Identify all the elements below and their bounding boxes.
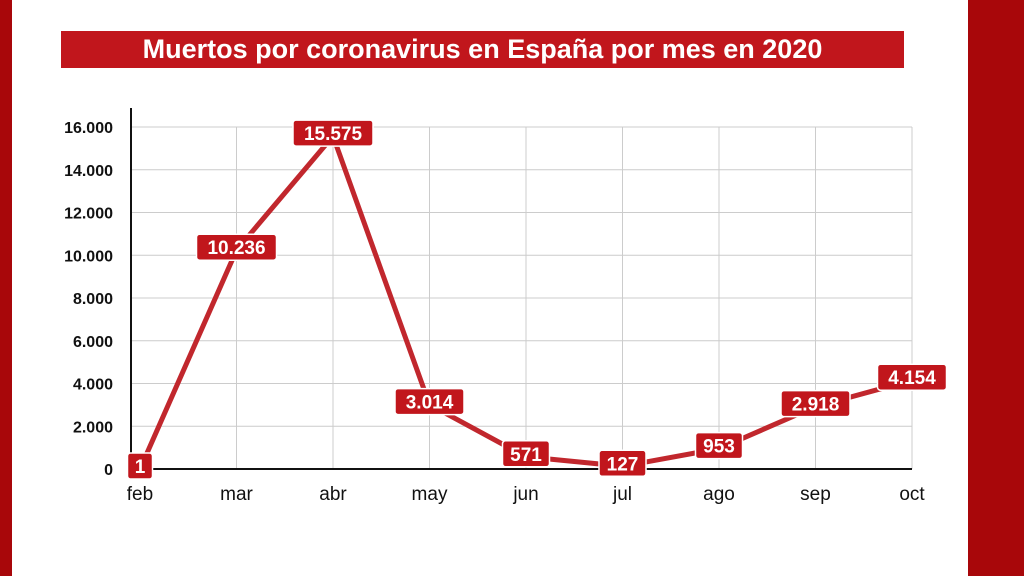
data-label-text: 10.236 — [207, 238, 265, 259]
x-tick-label: oct — [899, 484, 925, 505]
data-label-text: 953 — [703, 437, 735, 458]
data-label: 127 — [598, 449, 647, 478]
x-tick-label: abr — [319, 484, 347, 505]
y-tick-label: 12.000 — [64, 206, 113, 223]
data-labels: 1 10.236 15.575 3.014 571 127 953 2.918 4.154 — [126, 119, 948, 480]
x-tick-label: ago — [703, 484, 735, 505]
chart-title: Muertos por coronavirus en España por me… — [61, 31, 904, 68]
y-tick-label: 8.000 — [73, 291, 113, 308]
y-tick-label: 10.000 — [64, 248, 113, 265]
data-label: 1 — [126, 452, 154, 480]
data-label-text: 571 — [510, 445, 542, 466]
data-label-box — [598, 449, 647, 478]
data-label-text: 127 — [607, 454, 639, 475]
x-tick-label: jul — [612, 484, 632, 505]
data-label-box — [394, 387, 465, 416]
data-label-box — [126, 452, 154, 480]
data-label: 10.236 — [195, 233, 278, 261]
chart-panel — [12, 0, 968, 576]
x-tick-label: may — [412, 484, 448, 505]
data-label: 953 — [694, 431, 744, 460]
tick-labels: 0 2.000 4.000 6.000 8.000 10.000 12.000 14.000 1… — [64, 120, 925, 505]
y-tick-label: 16.000 — [64, 120, 113, 137]
data-label: 4.154 — [876, 363, 948, 391]
y-tick-label: 0 — [104, 462, 113, 479]
data-label-text: 4.154 — [888, 368, 936, 389]
data-label: 2.918 — [780, 389, 851, 418]
y-tick-label: 4.000 — [73, 377, 113, 394]
axes — [130, 108, 912, 470]
data-label-text: 2.918 — [792, 395, 840, 416]
data-label-box — [876, 363, 948, 391]
x-tick-label: jun — [512, 484, 538, 505]
data-label: 15.575 — [292, 119, 374, 147]
data-label-text: 1 — [135, 457, 146, 478]
data-label-box — [292, 119, 374, 147]
data-label-text: 15.575 — [304, 124, 363, 145]
data-label-box — [780, 389, 851, 418]
data-label-text: 3.014 — [406, 393, 454, 414]
y-tick-label: 6.000 — [73, 334, 113, 351]
data-label-box — [694, 431, 744, 460]
data-label-box — [195, 233, 278, 261]
data-label-box — [501, 440, 551, 468]
data-label: 3.014 — [394, 387, 465, 416]
y-tick-label: 2.000 — [73, 419, 113, 436]
x-tick-label: mar — [220, 484, 253, 505]
data-label: 571 — [501, 440, 551, 468]
grid-lines — [131, 126, 913, 469]
y-tick-label: 14.000 — [64, 163, 113, 180]
x-tick-label: feb — [127, 484, 153, 505]
x-tick-label: sep — [800, 484, 831, 505]
